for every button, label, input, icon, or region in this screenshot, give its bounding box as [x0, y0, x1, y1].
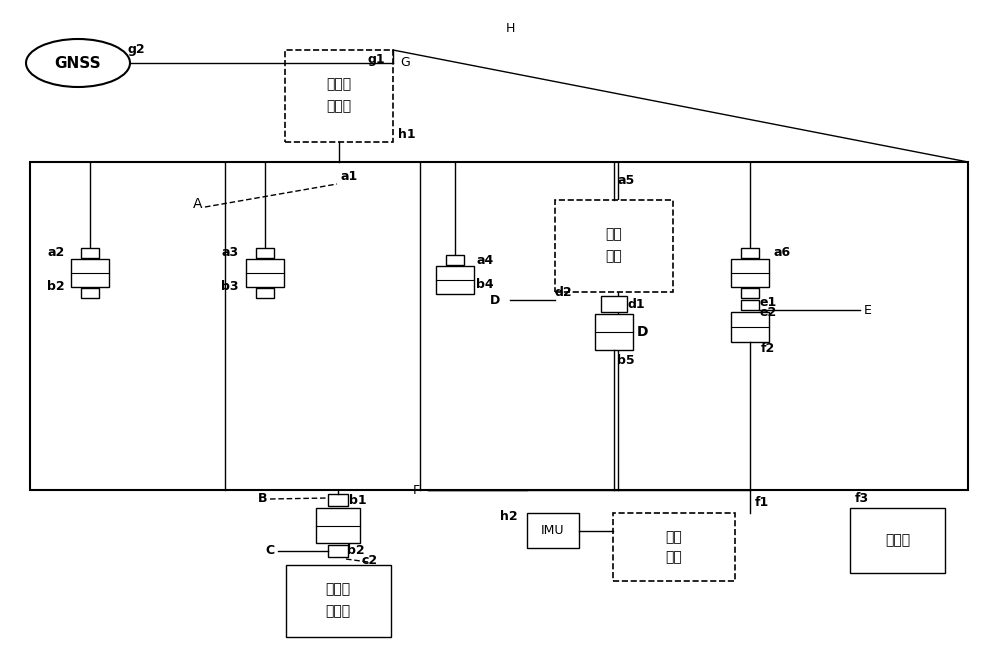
Text: b2: b2 [47, 280, 65, 293]
Bar [81, 288, 99, 298]
Text: E: E [864, 304, 872, 317]
Text: IMU: IMU [541, 524, 565, 537]
Text: a5: a5 [617, 173, 635, 186]
Bar [436, 266, 474, 294]
Text: b3: b3 [221, 280, 239, 293]
Text: 终端: 终端 [606, 249, 622, 263]
Bar [741, 248, 759, 258]
Text: 工控机: 工控机 [885, 533, 910, 548]
Text: H: H [505, 21, 515, 34]
Bar [256, 288, 274, 298]
Text: G: G [400, 56, 410, 69]
Bar [595, 314, 633, 350]
Text: 设备: 设备 [666, 550, 682, 564]
Text: b1: b1 [349, 493, 367, 506]
Text: 控制: 控制 [606, 227, 622, 241]
Text: B: B [258, 493, 268, 506]
Text: c2: c2 [362, 554, 378, 567]
Text: a1: a1 [340, 169, 358, 182]
Text: 向系统: 向系统 [326, 99, 352, 113]
Bar [731, 259, 769, 287]
Bar [256, 248, 274, 258]
Text: a6: a6 [773, 247, 791, 260]
Bar [286, 565, 390, 637]
Text: 遥感: 遥感 [666, 530, 682, 544]
Bar [285, 50, 393, 142]
Text: h1: h1 [398, 127, 416, 140]
Bar [741, 288, 759, 298]
Bar [328, 545, 348, 557]
Text: 定平台: 定平台 [325, 604, 351, 618]
Text: D: D [490, 293, 500, 306]
Text: a2: a2 [47, 247, 65, 260]
Text: A: A [193, 197, 203, 211]
Text: h2: h2 [500, 510, 518, 523]
Text: f3: f3 [855, 491, 869, 504]
Text: 陀螺稳: 陀螺稳 [325, 582, 351, 596]
Text: F: F [413, 484, 420, 496]
Bar [527, 513, 579, 548]
Text: e2: e2 [759, 306, 777, 319]
Text: GNSS: GNSS [55, 56, 101, 71]
Text: a4: a4 [476, 254, 494, 267]
Text: 定位定: 定位定 [326, 77, 352, 91]
Text: D: D [637, 325, 649, 339]
Bar [328, 494, 348, 506]
Ellipse shape [26, 39, 130, 87]
Text: a3: a3 [221, 247, 239, 260]
Text: b4: b4 [476, 278, 494, 291]
Text: f2: f2 [761, 341, 775, 354]
Bar [71, 259, 109, 287]
Text: e1: e1 [759, 295, 777, 308]
Text: f1: f1 [755, 495, 769, 509]
Bar [446, 255, 464, 265]
Text: d1: d1 [627, 297, 645, 310]
Bar [316, 508, 360, 543]
Bar [613, 513, 735, 581]
Text: C: C [265, 545, 275, 557]
Bar [246, 259, 284, 287]
Bar [731, 312, 769, 342]
Bar [601, 296, 627, 312]
Text: d2: d2 [554, 286, 572, 299]
Bar [555, 200, 673, 292]
Text: g1: g1 [367, 53, 385, 66]
Bar [850, 508, 945, 573]
Text: g2: g2 [127, 42, 145, 56]
Bar [741, 300, 759, 310]
Text: b2: b2 [347, 545, 365, 557]
Bar [30, 162, 968, 490]
Bar [81, 248, 99, 258]
Text: b5: b5 [617, 354, 635, 367]
